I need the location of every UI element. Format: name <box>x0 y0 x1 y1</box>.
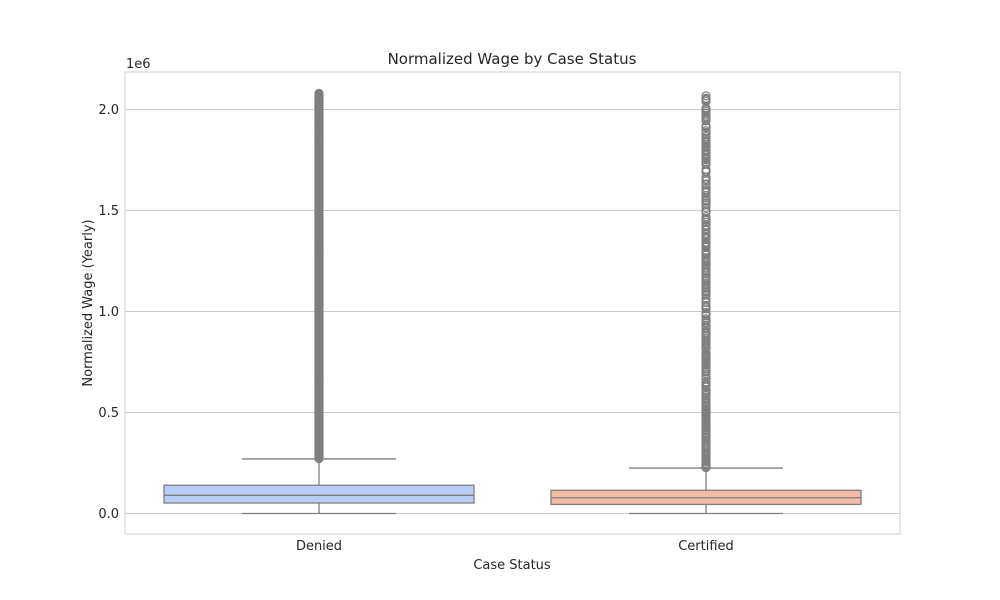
outlier-point <box>701 126 711 136</box>
outlier-point <box>701 179 711 189</box>
outlier-point <box>701 362 711 372</box>
y-tick-label: 0.0 <box>98 507 119 522</box>
outlier-point <box>701 296 711 306</box>
x-tick-label: Certified <box>678 539 734 554</box>
outlier-point <box>701 93 711 103</box>
y-tick-label: 1.5 <box>98 204 119 219</box>
x-axis-ticks: Denied Certified <box>296 539 734 554</box>
boxes-layer <box>163 88 862 515</box>
outliers <box>701 91 711 473</box>
outlier-point <box>701 308 711 318</box>
x-tick-label: Denied <box>296 539 342 554</box>
y-tick-label: 2.0 <box>98 103 119 118</box>
y-tick-label: 1.0 <box>98 305 119 320</box>
y-axis-ticks: 0.0 0.5 1.0 1.5 2.0 <box>98 103 119 522</box>
y-offset-label: 1e6 <box>126 57 151 72</box>
chart-title: Normalized Wage by Case Status <box>388 50 637 68</box>
outlier-point <box>701 91 711 101</box>
x-axis-label: Case Status <box>473 558 551 573</box>
iqr-box <box>163 484 475 504</box>
box-denied <box>163 88 475 515</box>
outlier-point <box>701 224 711 234</box>
outlier-point <box>701 131 711 142</box>
y-tick-label: 0.5 <box>98 406 119 421</box>
outliers <box>314 88 324 464</box>
box-certified <box>550 91 862 515</box>
outlier-point <box>701 314 711 324</box>
outlier-point <box>701 211 711 222</box>
outlier-point <box>701 300 711 310</box>
grid-lines <box>125 109 900 514</box>
outlier-point <box>701 327 711 337</box>
outlier-point <box>314 88 324 98</box>
y-axis-label: Normalized Wage (Yearly) <box>81 219 96 386</box>
outlier-point <box>701 237 711 247</box>
outlier-point <box>701 120 711 131</box>
outlier-point <box>701 253 711 263</box>
plot-frame <box>124 71 901 535</box>
